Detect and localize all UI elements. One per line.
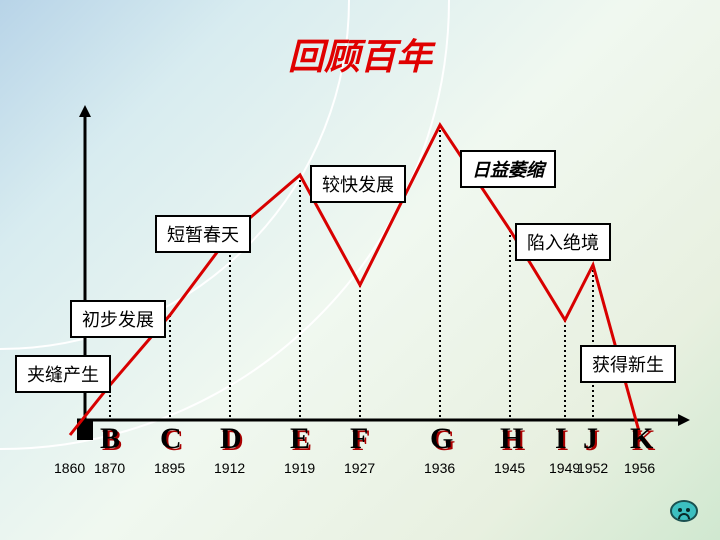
x-axis-year: 1952 [577,460,608,476]
x-axis-letter: II [555,422,567,456]
x-axis-letter: GG [430,422,453,456]
x-axis-letter: FF [350,422,368,456]
x-axis-year: 1927 [344,460,375,476]
x-axis-letter: CC [160,422,182,456]
title-text: 回顾百年 [288,37,432,77]
phase-label-box: 较快发展 [310,165,406,203]
x-axis-year: 1895 [154,460,185,476]
x-axis-year: 1949 [549,460,580,476]
x-axis-letter: BB [100,422,120,456]
x-axis-year: 1912 [214,460,245,476]
x-axis-year: 1919 [284,460,315,476]
phase-label-box: 初步发展 [70,300,166,338]
x-axis-letter: HH [500,422,523,456]
x-axis-year: 1860 [54,460,85,476]
sad-face-icon [670,500,698,522]
phase-label-box: 夹缝产生 [15,355,111,393]
x-axis-letter: JJ [583,422,598,456]
x-axis-year: 1956 [624,460,655,476]
phase-label-box: 日益萎缩 [460,150,556,188]
x-axis-letter: EE [290,422,310,456]
history-line-chart: 1860 BB 1870 CC 1895 DD 1912 EE 1919 FF 1927 GG 1936… [55,105,695,505]
x-axis-year: 1936 [424,460,455,476]
phase-label-box: 短暂春天 [155,215,251,253]
x-axis-letter: KK [630,422,653,456]
chart-svg [55,105,695,465]
page-title: 回顾百年 [0,28,720,80]
x-axis-year: 1945 [494,460,525,476]
x-axis-year: 1870 [94,460,125,476]
x-axis-letter: DD [220,422,242,456]
phase-label-box: 陷入绝境 [515,223,611,261]
phase-label-box: 获得新生 [580,345,676,383]
